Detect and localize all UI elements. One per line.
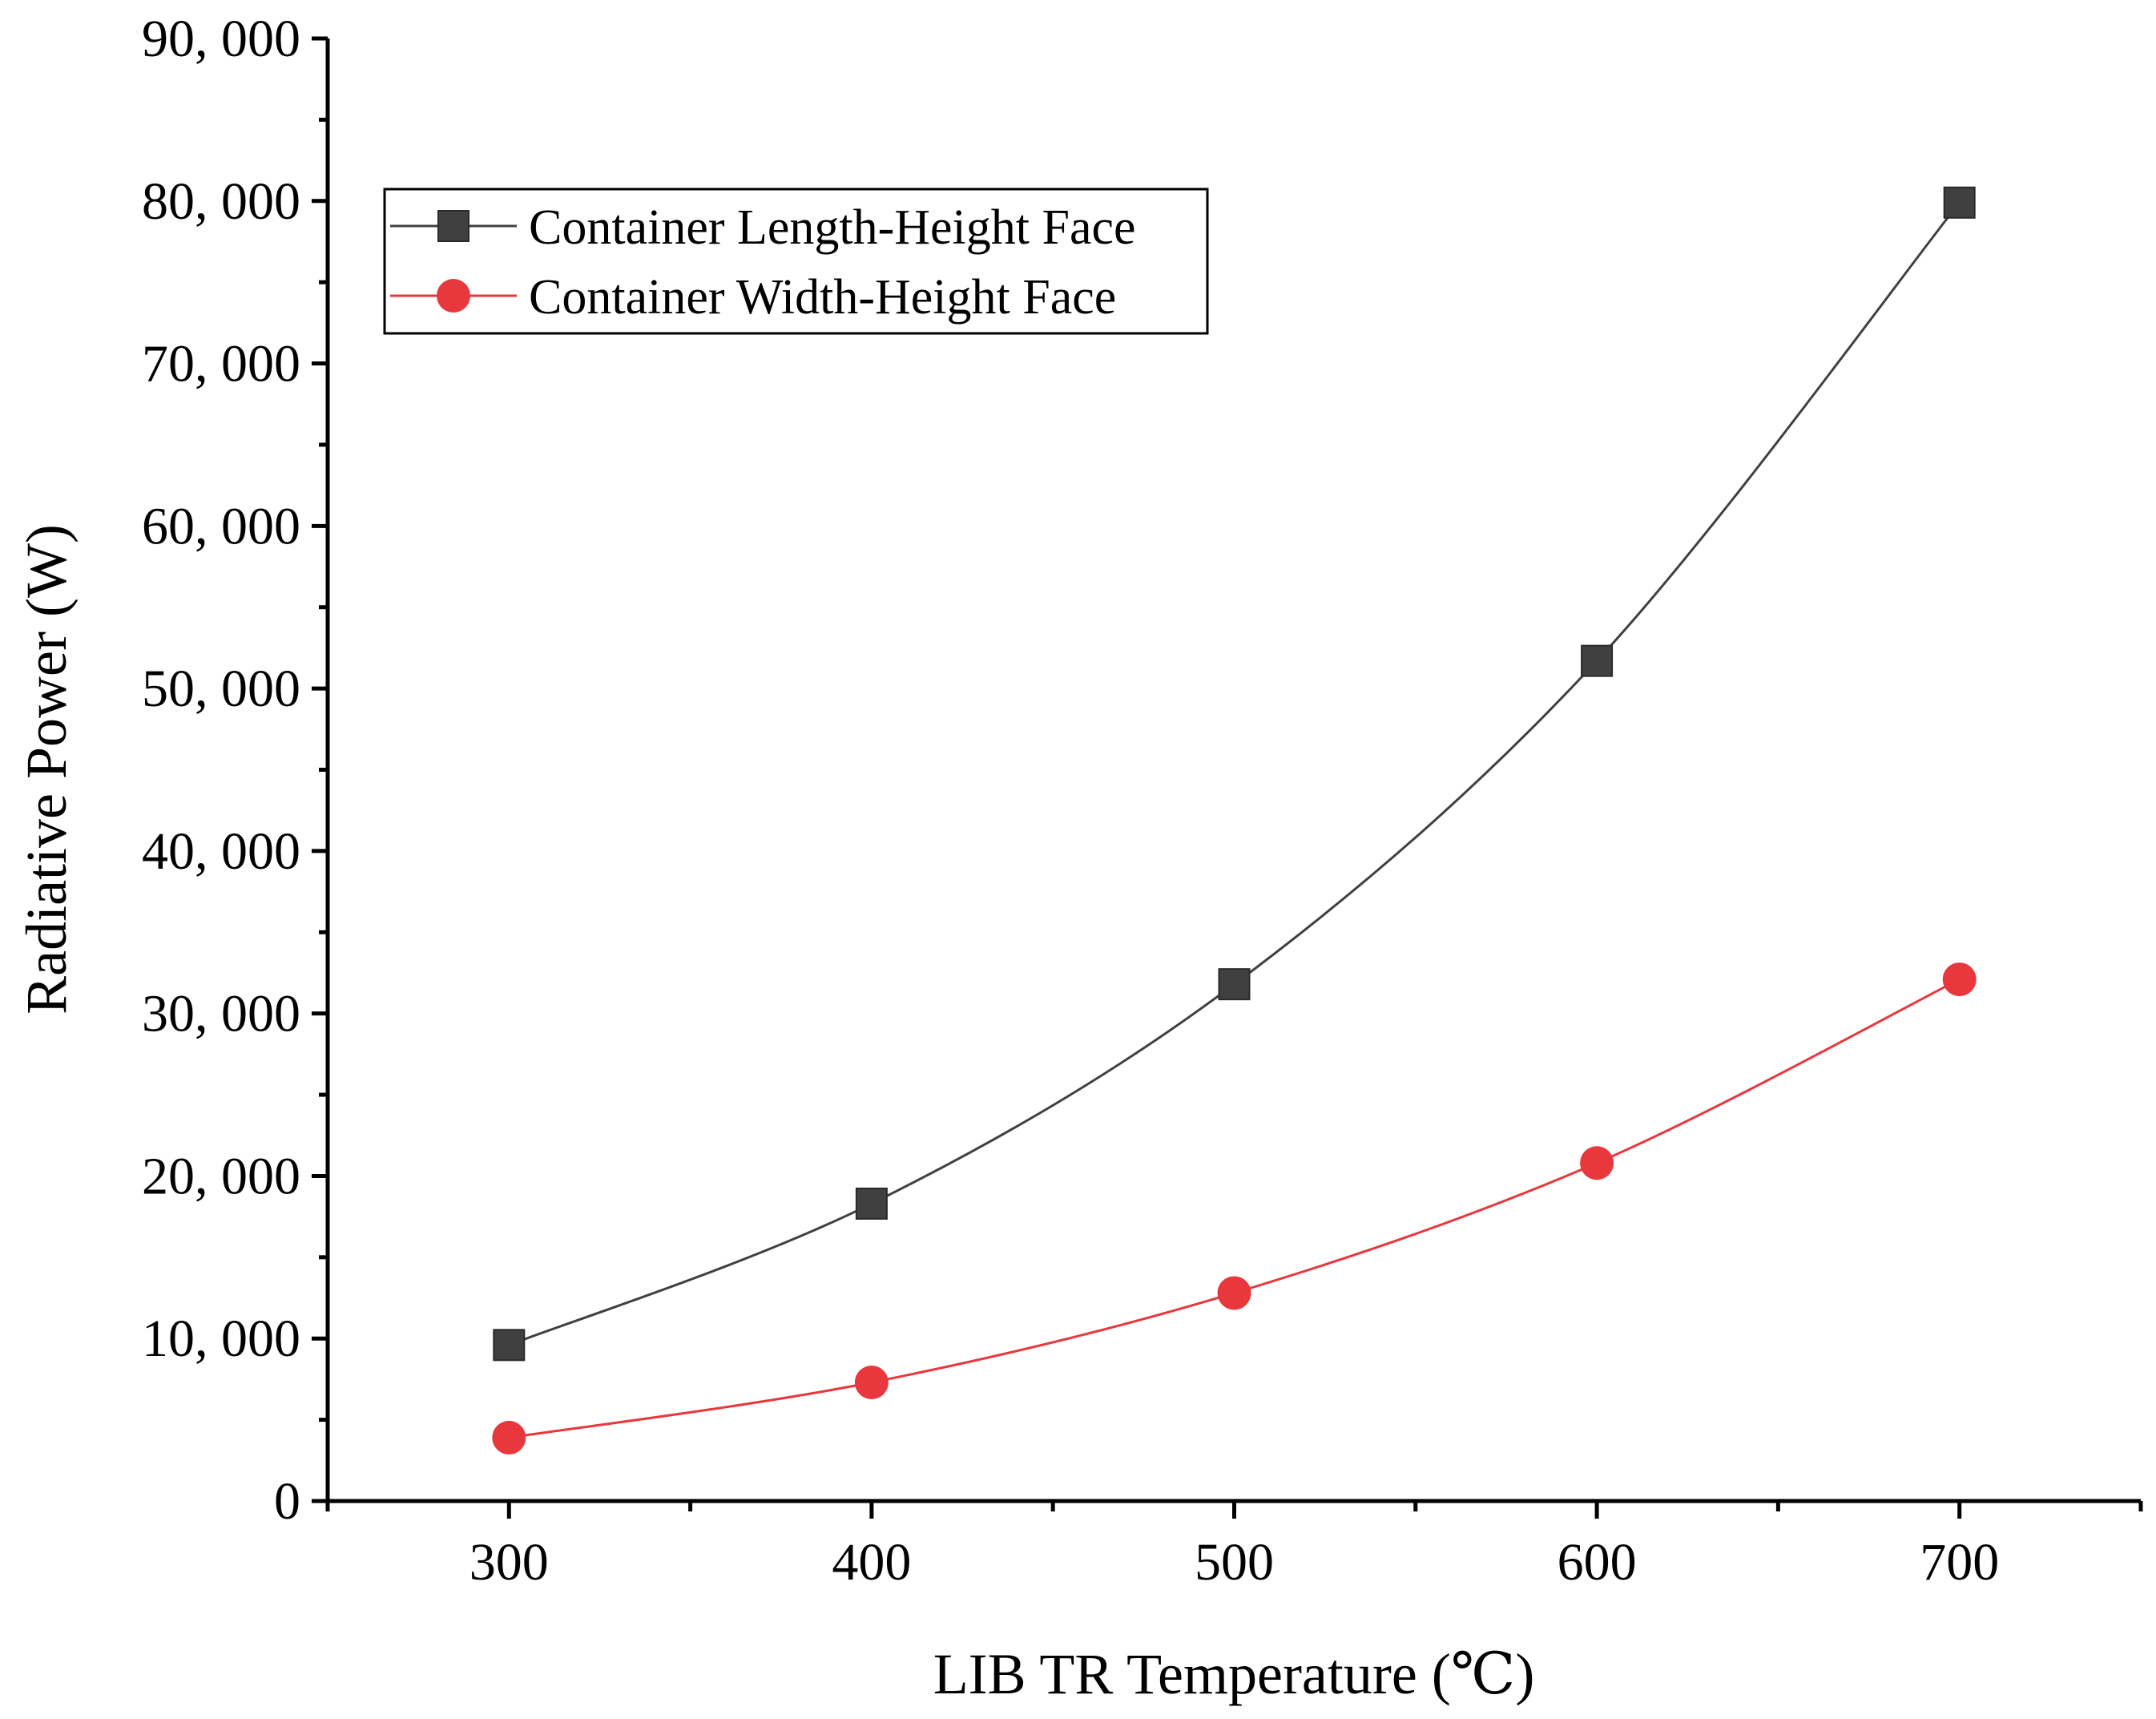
data-point-square xyxy=(855,1187,888,1220)
legend-label-1: Container Width-Height Face xyxy=(529,270,1116,325)
y-tick-label: 40, 000 xyxy=(142,822,300,881)
y-tick-label: 20, 000 xyxy=(142,1147,300,1205)
y-axis-title: Radiative Power (W) xyxy=(14,524,79,1015)
data-point-circle xyxy=(1217,1276,1251,1310)
x-tick-label: 500 xyxy=(1195,1533,1274,1592)
data-point-circle xyxy=(492,1420,526,1455)
series-layer xyxy=(492,186,1977,1455)
data-point-square xyxy=(493,1329,526,1362)
x-tick-label: 600 xyxy=(1558,1533,1637,1592)
y-tick-label: 0 xyxy=(274,1472,300,1531)
x-tick-label: 700 xyxy=(1920,1533,1999,1592)
data-point-square xyxy=(1218,968,1251,1001)
y-tick-label: 80, 000 xyxy=(142,172,300,231)
y-tick-label: 10, 000 xyxy=(142,1309,300,1368)
x-ticks: 300 400 500 600 700 xyxy=(325,1501,2143,1592)
y-tick-label: 60, 000 xyxy=(142,497,300,555)
y-tick-label: 50, 000 xyxy=(142,660,300,718)
legend-box xyxy=(383,188,1209,335)
y-tick-label: 70, 000 xyxy=(142,335,300,393)
legend: Container Length-Height Face Container W… xyxy=(383,188,1209,335)
legend-label-0: Container Length-Height Face xyxy=(529,200,1136,255)
x-axis-title: LIB TR Temperature (℃) xyxy=(933,1642,1535,1706)
series-line-0 xyxy=(508,201,1961,1346)
legend-marker-1 xyxy=(437,279,470,313)
y-tick-label: 30, 000 xyxy=(142,985,300,1043)
data-point-square xyxy=(1943,186,1976,219)
data-point-circle xyxy=(854,1365,889,1399)
data-point-square xyxy=(1581,644,1614,677)
series-line-1 xyxy=(509,978,1961,1439)
x-tick-label: 400 xyxy=(832,1533,911,1592)
legend-marker-0 xyxy=(437,210,469,242)
y-ticks: 0 10, 000 20, 000 30, 000 40, 000 50, 000 60, … xyxy=(142,10,328,1531)
data-point-circle xyxy=(1580,1146,1614,1180)
y-tick-label: 90, 000 xyxy=(142,10,300,68)
data-point-circle xyxy=(1942,962,1977,997)
x-tick-label: 300 xyxy=(469,1533,549,1592)
